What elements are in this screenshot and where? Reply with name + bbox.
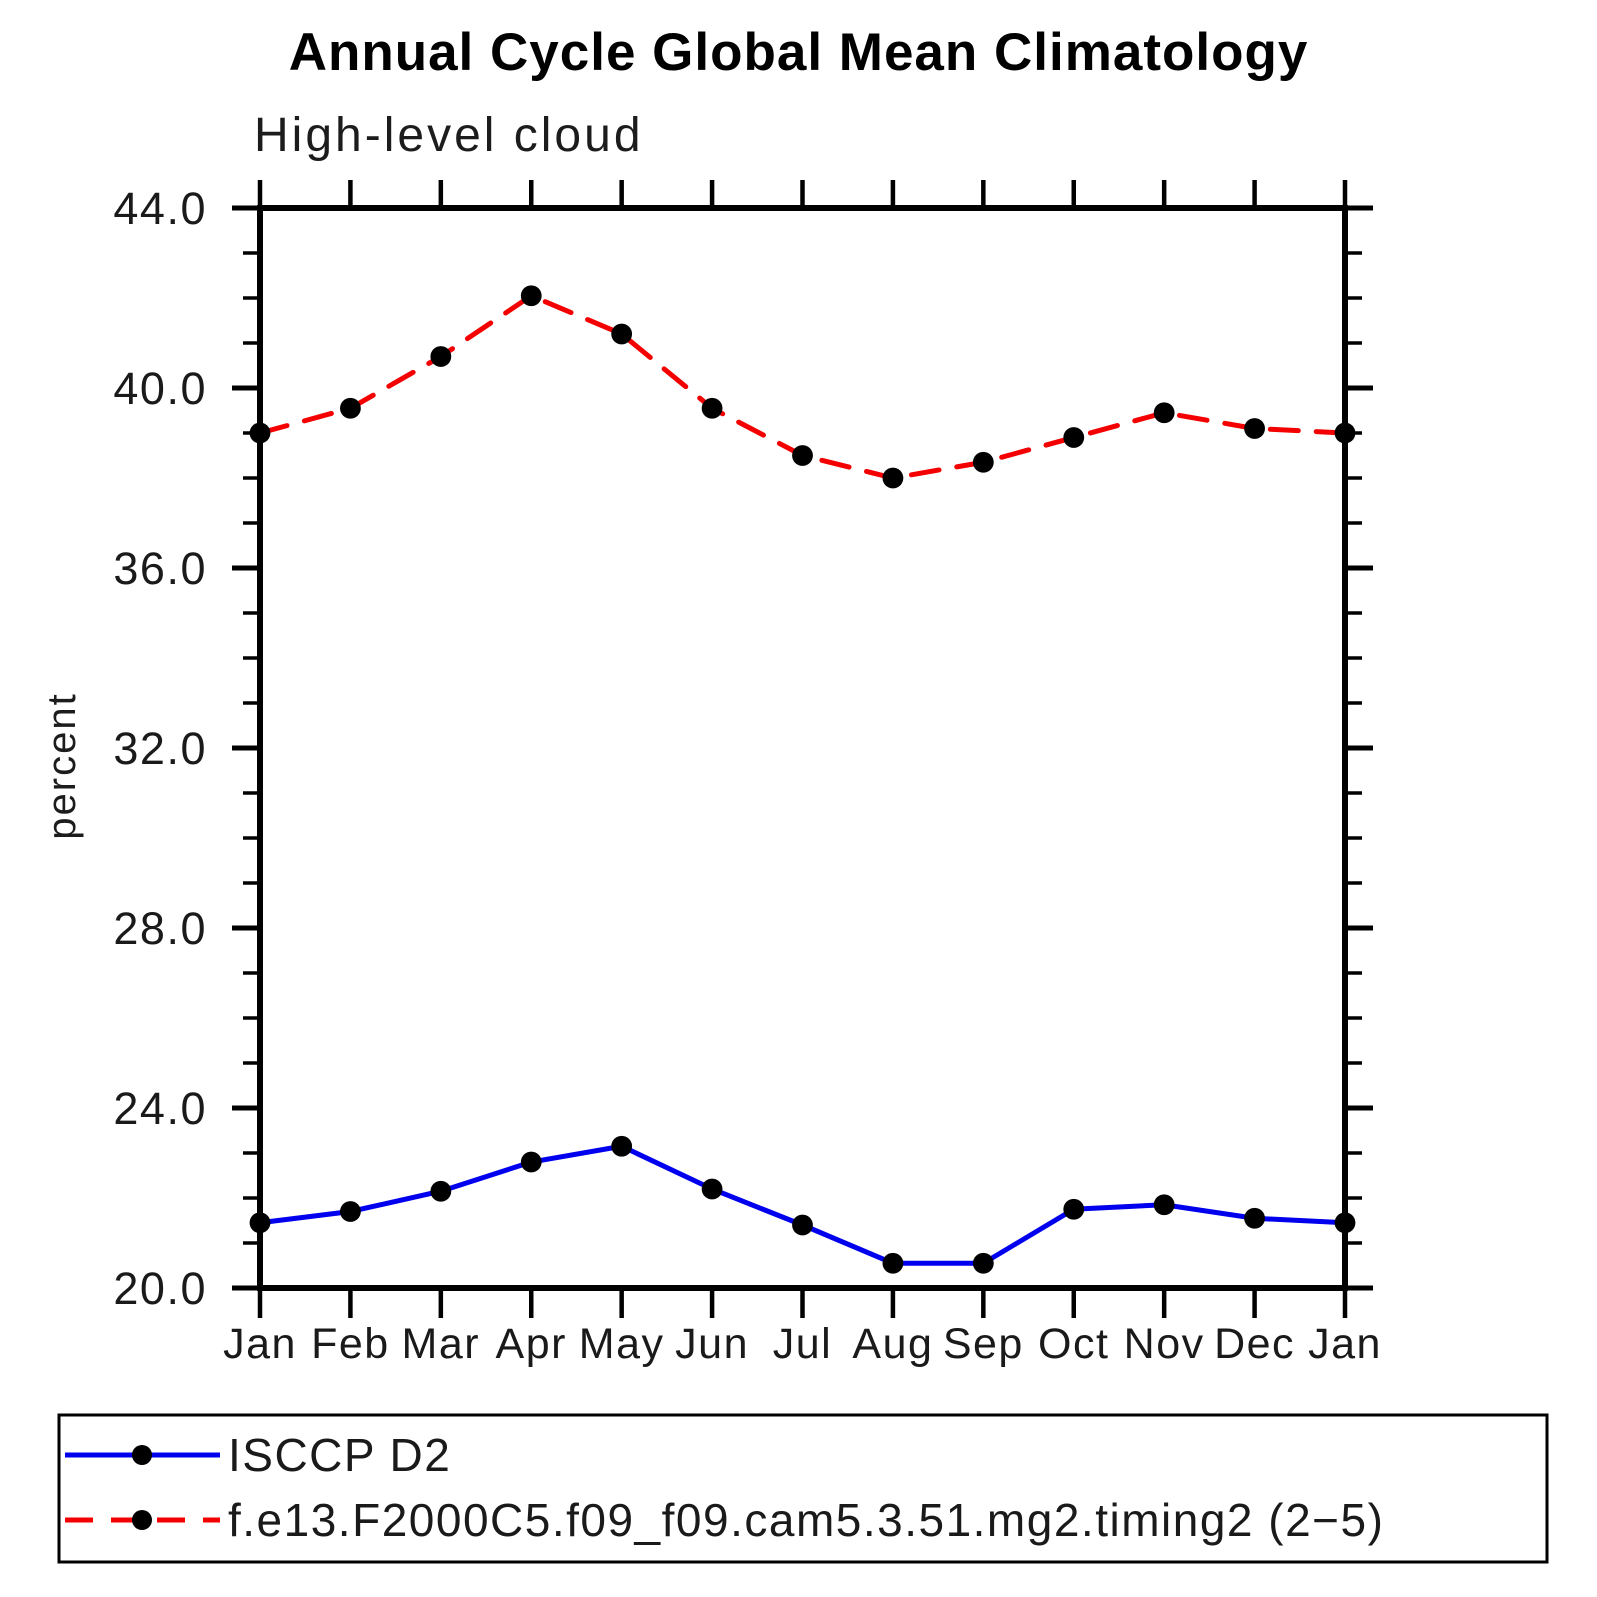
data-point xyxy=(340,397,361,419)
data-point xyxy=(1153,1194,1175,1216)
data-point xyxy=(792,1214,813,1236)
x-tick-label: Apr xyxy=(496,1320,567,1368)
data-point xyxy=(1063,427,1085,448)
legend-marker xyxy=(132,1445,152,1465)
x-tick-label: Aug xyxy=(852,1320,933,1368)
data-point xyxy=(611,323,633,345)
y-tick-label: 44.0 xyxy=(113,183,207,234)
data-point xyxy=(701,397,723,419)
x-tick-label: Jul xyxy=(773,1320,832,1368)
x-tick-label: Sep xyxy=(943,1320,1024,1368)
data-point xyxy=(882,1252,904,1274)
data-point xyxy=(701,1178,723,1200)
x-tick-label: Jan xyxy=(223,1320,297,1368)
legend-label: ISCCP D2 xyxy=(228,1429,451,1481)
x-tick-label: Jun xyxy=(675,1320,749,1368)
data-point xyxy=(249,1212,271,1234)
legend-marker xyxy=(132,1510,152,1530)
y-tick-label: 32.0 xyxy=(113,723,207,774)
x-tick-label: Oct xyxy=(1038,1320,1109,1368)
x-tick-label: Dec xyxy=(1214,1320,1295,1368)
data-point xyxy=(611,1135,633,1157)
y-tick-label: 28.0 xyxy=(113,903,207,954)
x-tick-label: Jan xyxy=(1308,1320,1382,1368)
data-point xyxy=(1244,1207,1265,1229)
x-tick-label: May xyxy=(579,1320,665,1368)
data-point xyxy=(882,467,904,489)
legend-box xyxy=(57,1413,1549,1564)
x-tick-label: Feb xyxy=(311,1320,390,1368)
data-point xyxy=(249,422,271,444)
y-tick-label: 24.0 xyxy=(113,1083,207,1134)
y-tick-label: 20.0 xyxy=(113,1263,207,1314)
x-tick-label: Mar xyxy=(402,1320,481,1368)
data-point xyxy=(1153,402,1175,424)
y-axis-label: percent xyxy=(40,692,84,840)
data-point xyxy=(430,346,452,367)
data-point xyxy=(792,445,813,466)
data-point xyxy=(972,451,994,473)
chart-title: Annual Cycle Global Mean Climatology xyxy=(288,23,1309,82)
data-point xyxy=(520,1151,542,1173)
data-point xyxy=(1334,1212,1356,1234)
data-point xyxy=(340,1201,361,1222)
data-point xyxy=(520,285,542,307)
legend-label: f.e13.F2000C5.f09_f09.cam5.3.51.mg2.timi… xyxy=(228,1494,1384,1546)
data-point xyxy=(1334,422,1356,444)
data-point xyxy=(972,1252,994,1274)
plot-frame xyxy=(257,205,1348,1291)
x-tick-label: Nov xyxy=(1124,1320,1205,1368)
data-point xyxy=(1244,418,1265,439)
data-point xyxy=(1063,1198,1085,1220)
y-tick-label: 40.0 xyxy=(113,363,207,414)
series-line-0 xyxy=(257,1143,1348,1266)
data-point xyxy=(430,1180,452,1202)
y-tick-label: 36.0 xyxy=(113,543,207,594)
chart-subtitle: High-level cloud xyxy=(254,109,644,162)
